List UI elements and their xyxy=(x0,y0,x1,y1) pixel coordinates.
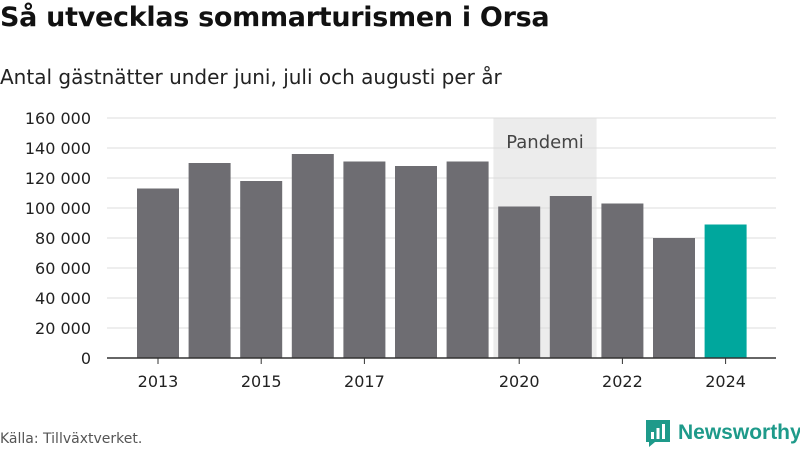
bar-2017 xyxy=(343,161,386,358)
newsworthy-logo-icon xyxy=(646,420,670,447)
y-tick-label: 140 000 xyxy=(25,139,91,158)
x-tick-label: 2017 xyxy=(344,372,385,391)
y-tick-label: 100 000 xyxy=(25,199,91,218)
y-tick-label: 20 000 xyxy=(35,319,91,338)
bar-2021 xyxy=(549,196,592,358)
bar-chart: Pandemi 0 20 000 40 000 60 000 80 000 100 000 1… xyxy=(25,109,776,391)
x-tick-label: 2015 xyxy=(241,372,282,391)
bar-2018 xyxy=(395,166,437,358)
x-tick-label: 2020 xyxy=(499,372,540,391)
bar-2013 xyxy=(137,188,179,358)
chart-title: Så utvecklas sommarturismen i Orsa xyxy=(0,2,550,33)
bar-2015 xyxy=(240,181,283,358)
y-tick-label: 40 000 xyxy=(35,289,91,308)
bar-2023 xyxy=(653,238,695,358)
x-tick-label: 2024 xyxy=(705,372,746,391)
x-tick-label: 2022 xyxy=(602,372,643,391)
x-tick-label: 2013 xyxy=(138,372,179,391)
source-note: Källa: Tillväxtverket. xyxy=(0,431,143,447)
bar-2020 xyxy=(498,206,541,358)
y-tick-label: 120 000 xyxy=(25,169,91,188)
bar-2024 xyxy=(704,224,747,358)
y-tick-label: 0 xyxy=(81,349,91,368)
bar-2022 xyxy=(601,203,644,358)
pandemic-label: Pandemi xyxy=(506,132,584,153)
chart-subtitle: Antal gästnätter under juni, juli och au… xyxy=(0,65,502,89)
y-tick-label: 160 000 xyxy=(25,109,91,128)
y-tick-label: 60 000 xyxy=(35,259,91,278)
bar-2019 xyxy=(446,161,489,358)
brand-logo: Newsworthy xyxy=(644,418,800,448)
bar-2014 xyxy=(188,163,231,358)
y-tick-label: 80 000 xyxy=(35,229,91,248)
bar-2016 xyxy=(291,154,334,358)
brand-name: Newsworthy xyxy=(678,421,800,444)
